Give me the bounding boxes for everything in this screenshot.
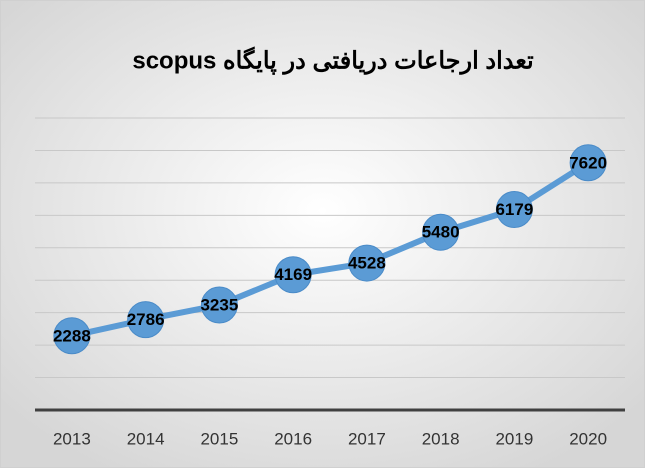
x-tick-label: 2016: [274, 429, 312, 448]
data-label: 4528: [348, 254, 386, 273]
data-label: 5480: [422, 223, 460, 242]
marker: [274, 256, 312, 294]
x-tick-label: 2014: [127, 429, 165, 448]
data-label: 6179: [495, 200, 533, 219]
chart-title: تعداد ارجاعات دریافتی در پایگاه scopus: [132, 45, 534, 75]
data-label: 7620: [569, 153, 607, 172]
x-tick-label: 2013: [53, 429, 91, 448]
marker: [348, 244, 386, 282]
x-tick-label: 2017: [348, 429, 386, 448]
marker: [200, 286, 238, 324]
data-label: 2288: [53, 326, 91, 345]
data-label: 3235: [200, 296, 238, 315]
x-tick-label: 2019: [495, 429, 533, 448]
marker: [53, 317, 91, 355]
marker: [127, 301, 165, 339]
data-label: 4169: [274, 265, 312, 284]
marker: [495, 191, 533, 229]
marker: [422, 213, 460, 251]
x-tick-label: 2018: [422, 429, 460, 448]
x-tick-label: 2020: [569, 429, 607, 448]
data-label: 2786: [127, 310, 165, 329]
x-tick-label: 2015: [200, 429, 238, 448]
marker: [569, 144, 607, 182]
